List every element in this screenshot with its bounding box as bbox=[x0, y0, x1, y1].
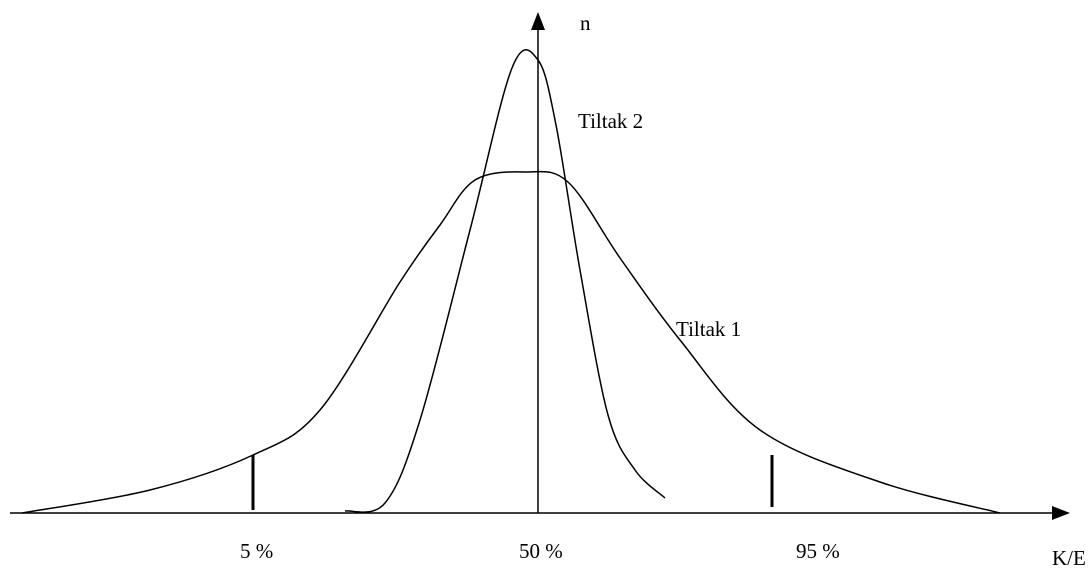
x-axis-label: K/E bbox=[1052, 546, 1086, 569]
x-axis-arrow bbox=[1052, 506, 1070, 520]
marker-label: 95 % bbox=[796, 539, 840, 563]
y-axis-arrow bbox=[531, 12, 545, 30]
curve-label: Tiltak 2 bbox=[578, 109, 643, 133]
curve-tiltak-1 bbox=[21, 170, 1001, 514]
y-axis-label: n bbox=[580, 11, 591, 35]
curve-label: Tiltak 1 bbox=[676, 317, 741, 341]
marker-label: 5 % bbox=[240, 539, 273, 563]
curve-tiltak-2 bbox=[344, 49, 666, 513]
marker-label: 50 % bbox=[519, 539, 563, 563]
